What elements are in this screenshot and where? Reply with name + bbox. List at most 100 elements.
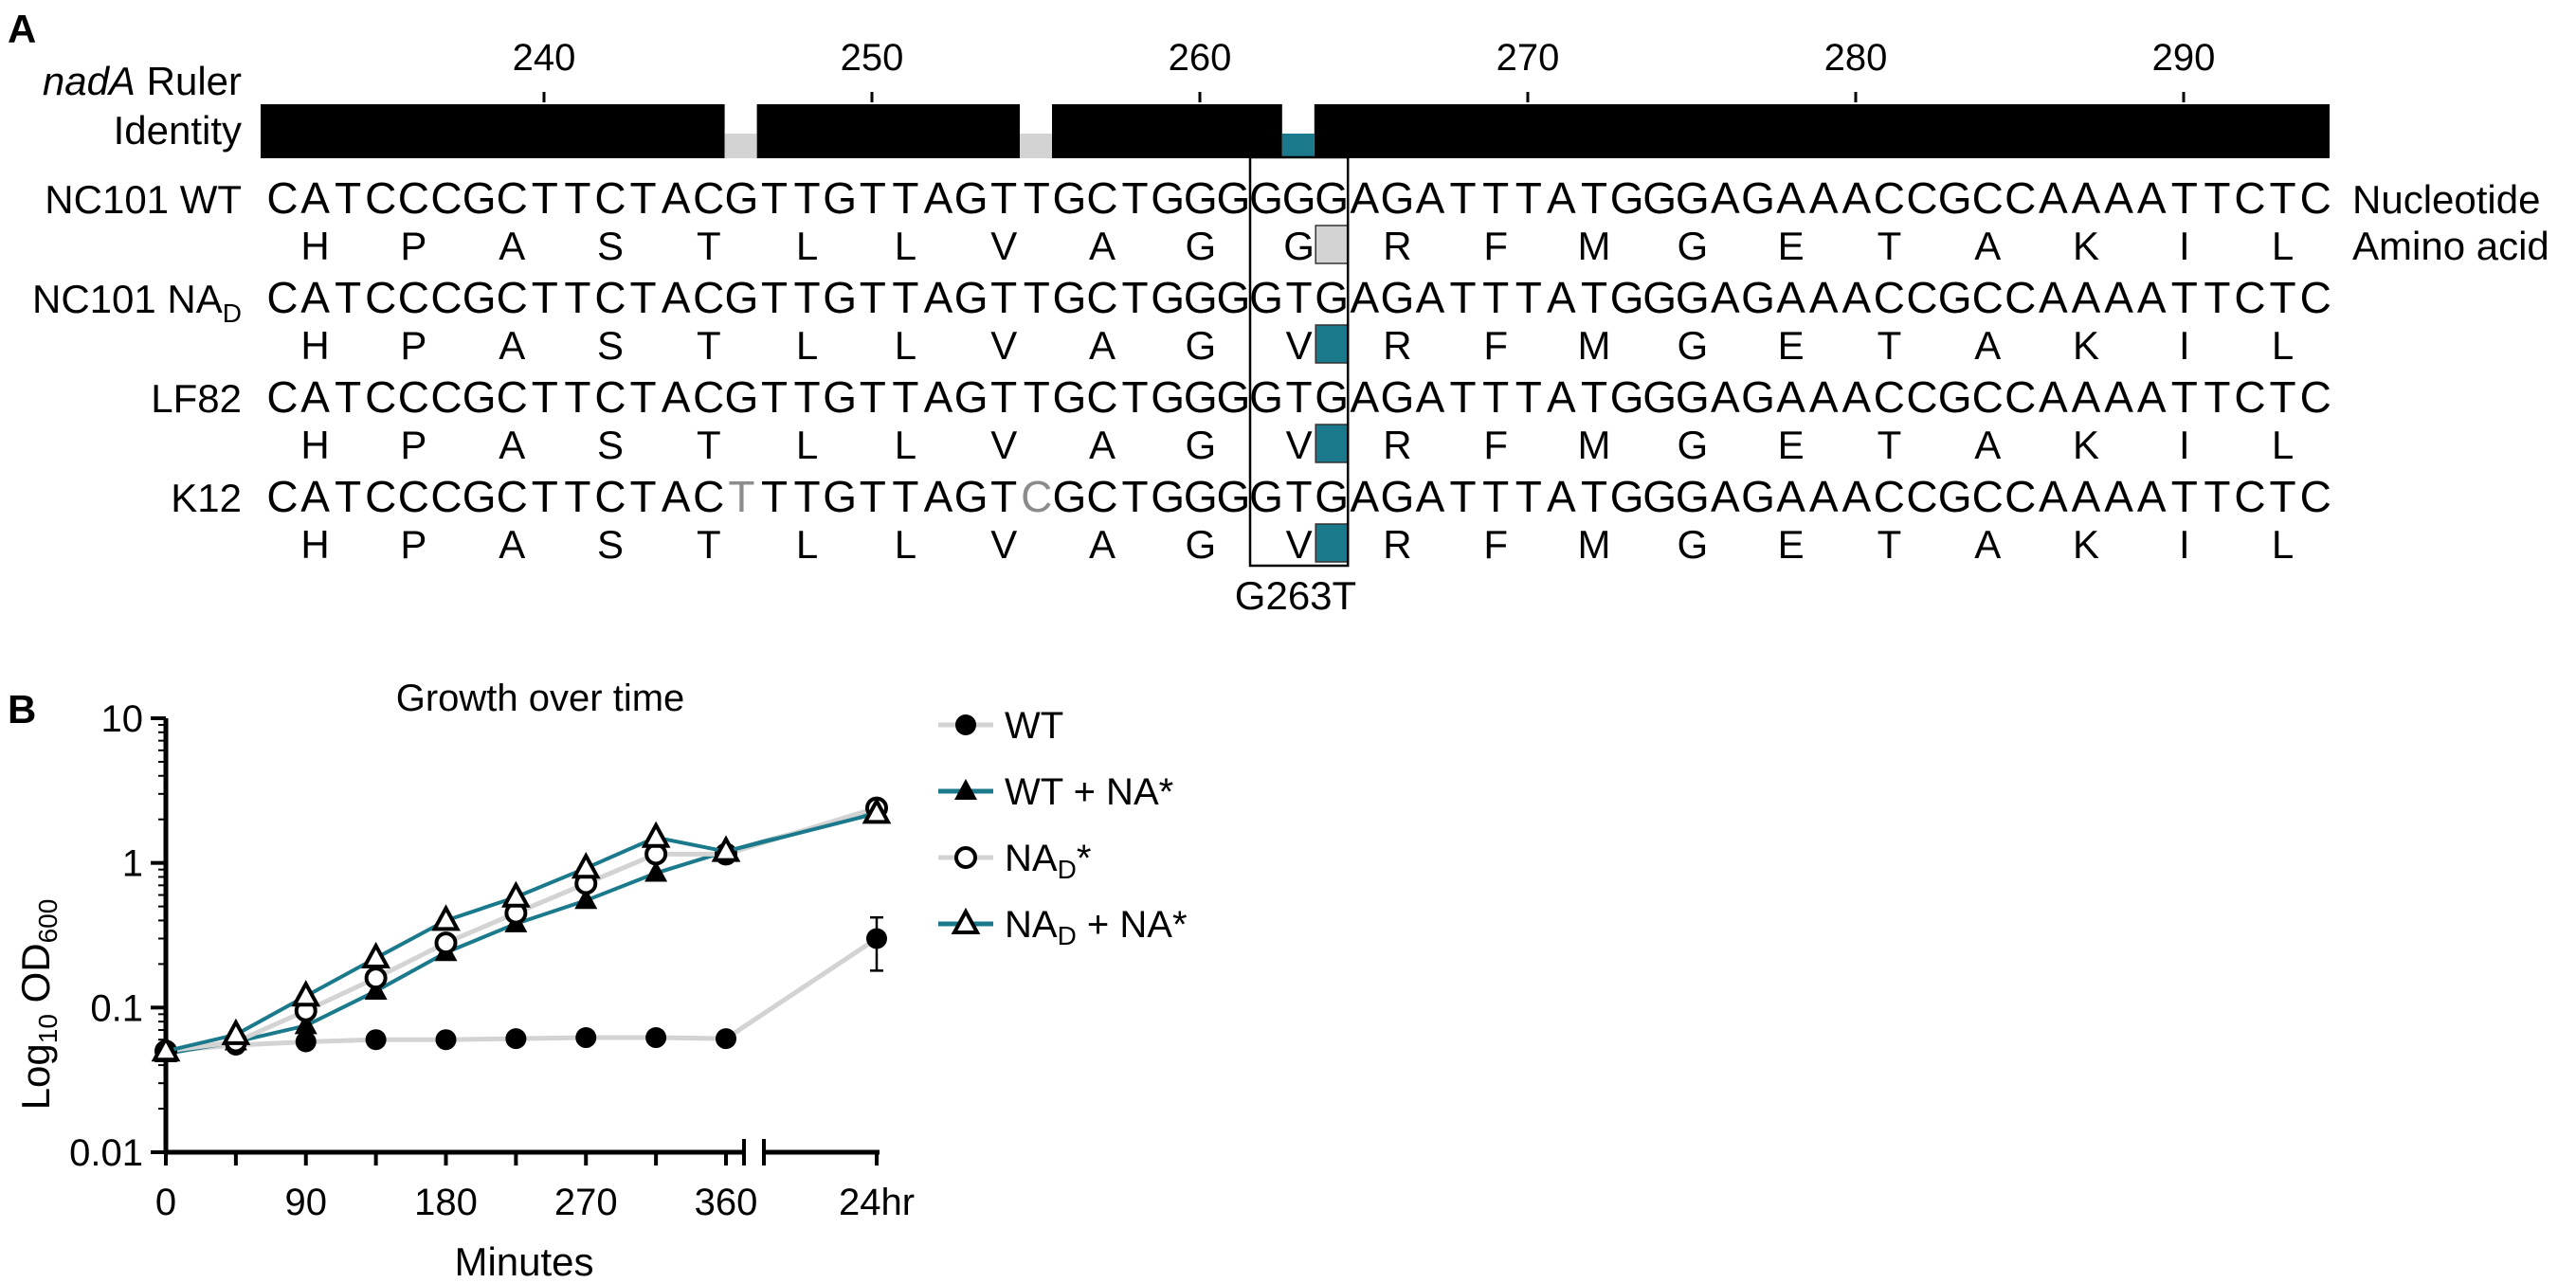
amino-acid: I (2179, 323, 2190, 368)
nucleotide: C (1086, 173, 1117, 223)
nucleotide: A (2072, 273, 2101, 322)
nucleotide: C (1972, 173, 2004, 223)
chart-axes: 10 1 0.1 0.01 0 90 180 270 360 24hr (69, 698, 915, 1223)
nucleotide: T (1482, 372, 1509, 422)
nucleotide: T (335, 372, 361, 422)
nucleotide: A (1416, 273, 1445, 322)
nucleotide: G (463, 173, 497, 223)
data-point (434, 931, 458, 955)
ruler-word: Ruler (147, 59, 242, 103)
nucleotide: G (954, 372, 989, 422)
nucleotide: A (2137, 472, 2167, 521)
identity-gap-mark (1020, 134, 1052, 158)
sequence-alignment: NC101 WT C A T C C C G C T T C T A C G T T G T T A G T T G C T GGGGG… (32, 155, 2331, 568)
nucleotide: G (1610, 372, 1644, 422)
data-point (435, 1029, 457, 1051)
nucleotide: C (2300, 372, 2331, 422)
nucleotide: T (564, 472, 590, 521)
nucleotide: A (1776, 273, 1805, 322)
amino-acid: V (990, 522, 1017, 567)
nucleotide: T (892, 372, 918, 422)
nucleotide: T (794, 472, 821, 521)
amino-acid: L (796, 423, 818, 467)
data-point (954, 846, 977, 869)
amino-acid: A (499, 224, 525, 268)
amino-acid: I (2179, 522, 2190, 567)
amino-acid: F (1483, 423, 1508, 467)
legend-label: WT + NA* (1005, 771, 1173, 813)
data-point (431, 904, 461, 931)
amino-acid: A (499, 423, 525, 467)
data-point (645, 1027, 667, 1049)
amino-acid-label: Amino acid (2352, 224, 2549, 268)
nucleotide: G (1282, 173, 1316, 223)
ruler: 240 250 260 270 280 290 (513, 37, 2215, 102)
nucleotide: A (2137, 173, 2167, 223)
legend-label: NAD + NA* (1005, 904, 1188, 950)
nucleotide: T (2204, 372, 2230, 422)
nucleotide: G (1151, 173, 1185, 223)
nucleotide: T (1515, 273, 1542, 322)
amino-acid: H (300, 522, 329, 567)
amino-acid: T (697, 423, 721, 467)
y-tick-label: 0.1 (90, 987, 143, 1029)
series-line-break (724, 936, 879, 1041)
amino-acid: K (2073, 522, 2099, 567)
data-point (571, 852, 601, 879)
amino-acid: M (1578, 423, 1611, 467)
nucleotide: T (564, 372, 590, 422)
nucleotide: A (1841, 173, 1871, 223)
amino-acid: E (1778, 323, 1805, 368)
nucleotide: A (662, 372, 691, 422)
x-tick-label: 360 (695, 1182, 758, 1223)
nucleotide: T (892, 472, 918, 521)
identity-gap-mark (1281, 134, 1315, 158)
nucleotide: G (1151, 372, 1185, 422)
amino-acid: V (990, 224, 1017, 268)
nucleotide: A (1841, 273, 1871, 322)
nucleotide: T (1450, 472, 1477, 521)
chart-series (151, 796, 892, 1063)
amino-acid: I (2179, 423, 2190, 467)
nucleotide: G (1053, 173, 1087, 223)
nucleotide: A (1547, 472, 1576, 521)
nucleotide: C (594, 273, 626, 322)
nucleotide: G (1741, 173, 1775, 223)
nucleotide: G (954, 173, 989, 223)
nucleotide: C (430, 472, 462, 521)
nucleotide: T (630, 173, 657, 223)
amino-acid: R (1383, 224, 1411, 268)
nucleotide: T (630, 372, 657, 422)
data-point (575, 1027, 597, 1049)
nucleotide: G (1151, 273, 1185, 322)
nucleotide: A (1809, 372, 1839, 422)
amino-acid: G (1185, 224, 1216, 268)
amino-acid: T (697, 323, 721, 368)
amino-acid: T (1878, 323, 1902, 368)
series-wt (155, 915, 887, 1062)
amino-acid: V (990, 423, 1017, 467)
nucleotide: A (1711, 472, 1740, 521)
nucleotide: G (1676, 273, 1710, 322)
nucleotide: T (1286, 472, 1313, 521)
nucleotide: A (2039, 472, 2068, 521)
amino-acid: S (597, 323, 624, 368)
nucleotide: C (2300, 472, 2331, 521)
nucleotide: C (1972, 472, 2004, 521)
nucleotide: A (300, 173, 330, 223)
nucleotide: T (564, 273, 590, 322)
amino-acid: A (1974, 224, 2001, 268)
amino-acid: M (1578, 224, 1611, 268)
nucleotide: T (990, 173, 1017, 223)
nucleotide: C (365, 273, 396, 322)
nucleotide: A (1350, 173, 1379, 223)
nucleotide: G (1381, 273, 1415, 322)
data-point (955, 714, 976, 735)
nucleotide: G (1184, 372, 1218, 422)
nucleotide: C (398, 472, 429, 521)
amino-acid: M (1578, 323, 1611, 368)
ruler-tick-label: 270 (1497, 37, 1560, 79)
nucleotide: A (2072, 173, 2101, 223)
nucleotide: T (990, 372, 1017, 422)
nucleotide: C (594, 472, 626, 521)
